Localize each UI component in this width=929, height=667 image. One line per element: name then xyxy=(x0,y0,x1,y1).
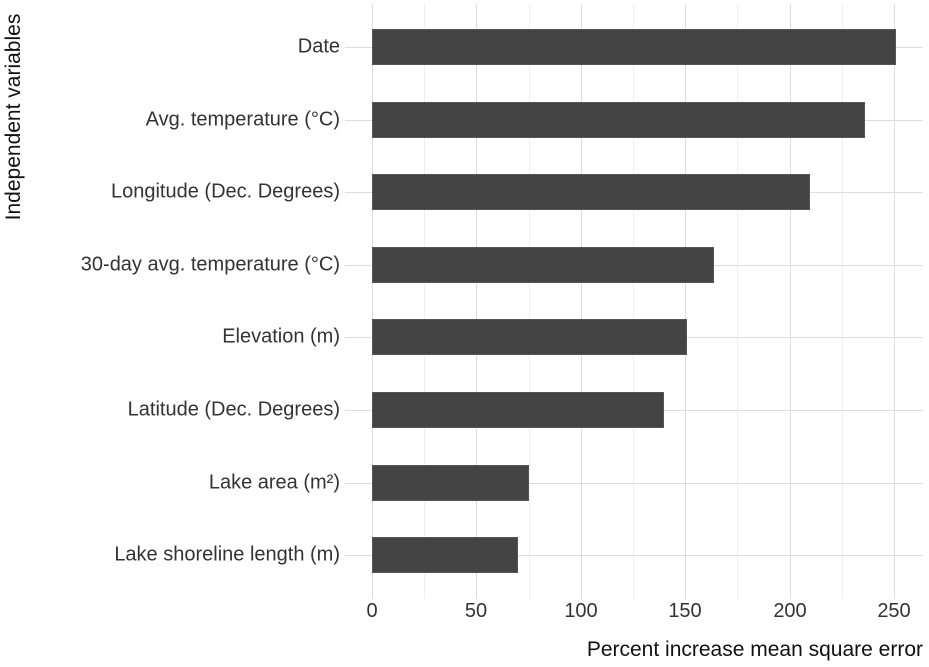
y-tick-label: Latitude (Dec. Degrees) xyxy=(127,398,340,421)
bar xyxy=(372,174,810,210)
x-tick-label: 150 xyxy=(668,600,702,622)
x-tick-label: 0 xyxy=(366,600,378,622)
vertical-gridline xyxy=(894,4,895,599)
y-tick-label: Date xyxy=(297,35,340,58)
vertical-gridline xyxy=(790,4,791,599)
x-tick-label: 250 xyxy=(877,600,911,622)
bar xyxy=(372,537,518,573)
horizontal-gridline xyxy=(345,555,923,556)
y-tick-label: Longitude (Dec. Degrees) xyxy=(110,180,340,203)
minor-vertical-gridline xyxy=(842,4,843,599)
vertical-gridline xyxy=(581,4,582,599)
minor-vertical-gridline xyxy=(737,4,738,599)
x-tick-label: 50 xyxy=(464,600,488,622)
minor-vertical-gridline xyxy=(633,4,634,599)
minor-vertical-gridline xyxy=(424,4,425,599)
y-axis-title: Independent variables xyxy=(2,13,25,221)
horizontal-gridline xyxy=(345,483,923,484)
vertical-gridline xyxy=(685,4,686,599)
bar xyxy=(372,392,664,428)
bar xyxy=(372,29,896,65)
vertical-gridline xyxy=(476,4,477,599)
minor-vertical-gridline xyxy=(529,4,530,599)
bar xyxy=(372,247,714,283)
y-tick-label: Avg. temperature (°C) xyxy=(145,108,340,131)
bar xyxy=(372,102,865,138)
vertical-gridline xyxy=(372,4,373,599)
y-tick-label: Lake area (m²) xyxy=(208,471,340,494)
bar xyxy=(372,465,529,501)
x-tick-label: 100 xyxy=(564,600,598,622)
bar xyxy=(372,319,687,355)
y-tick-label: Lake shoreline length (m) xyxy=(114,543,340,566)
y-tick-label: 30-day avg. temperature (°C) xyxy=(80,253,340,276)
x-axis-title: Percent increase mean square error xyxy=(586,638,923,661)
x-tick-label: 200 xyxy=(773,600,807,622)
y-tick-label: Elevation (m) xyxy=(222,325,340,348)
